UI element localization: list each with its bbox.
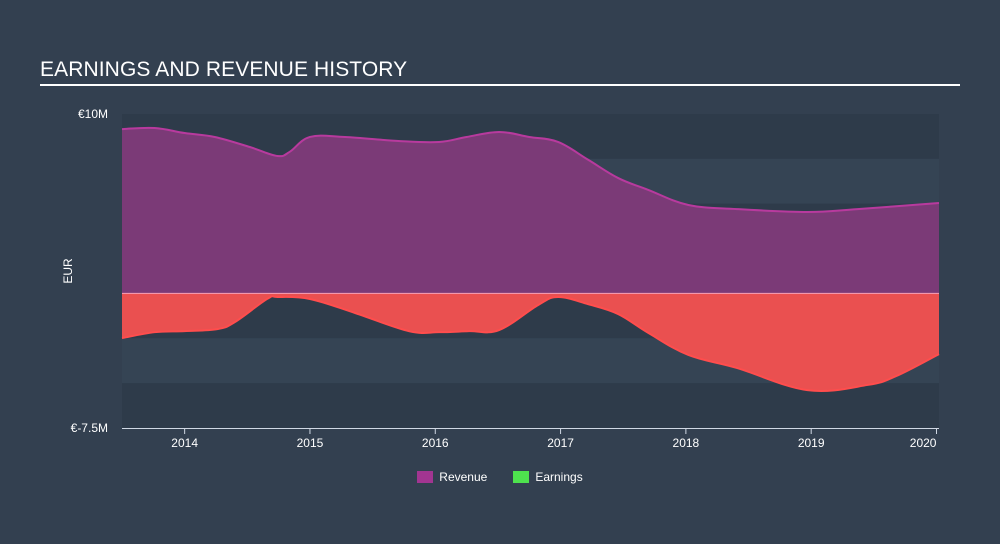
x-tick-label: 2018 [673,436,700,450]
chart-title: EARNINGS AND REVENUE HISTORY [40,58,408,81]
earnings-swatch-icon [513,471,530,483]
x-tick-label: 2015 [297,436,324,450]
revenue-line [121,126,940,213]
x-tick-label: 2016 [422,436,449,450]
x-axis: 2014 2015 2016 2017 2018 2019 2020 [122,428,939,450]
revenue-swatch-icon [417,471,434,483]
legend-item-earnings[interactable]: Earnings [513,470,583,484]
x-tick-label: 2017 [547,436,574,450]
revenue-area [122,127,939,294]
earnings-line [121,295,940,392]
legend-label-earnings: Earnings [535,470,583,484]
x-tick-label: 2014 [171,436,198,450]
x-tick-label: 2019 [798,436,825,450]
legend-label-revenue: Revenue [439,470,488,484]
title-underline [40,84,960,86]
legend: Revenue Earnings [0,470,1000,484]
legend-item-revenue[interactable]: Revenue [417,470,487,484]
x-tick-label: 2020 [910,436,937,450]
y-axis-top-label: €10M [78,107,108,121]
y-axis-bottom-label: €-7.5M [71,421,108,435]
y-axis-title: EUR [61,258,75,284]
